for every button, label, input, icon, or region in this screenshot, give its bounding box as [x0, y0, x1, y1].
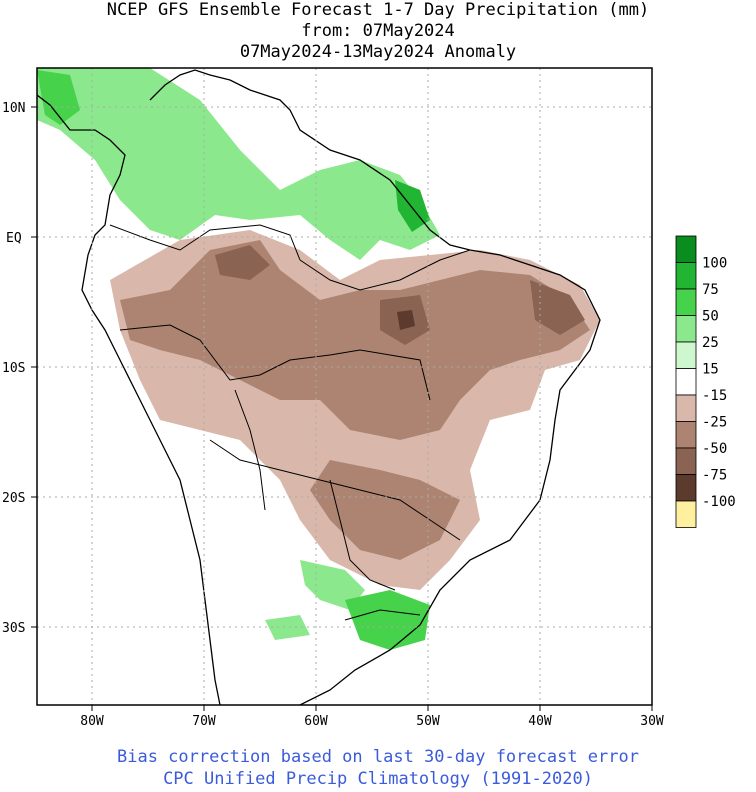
- legend-swatch: [675, 500, 697, 528]
- green-anomaly-north: [37, 68, 440, 260]
- title-line-1: NCEP GFS Ensemble Forecast 1-7 Day Preci…: [106, 0, 650, 20]
- lon-label-40w: 40W: [528, 714, 552, 729]
- lon-label-60w: 60W: [304, 714, 328, 729]
- footer-line-2: CPC Unified Precip Climatology (1991-202…: [163, 769, 593, 789]
- legend-label: 25: [702, 335, 719, 351]
- legend-label: 75: [702, 282, 719, 298]
- brown-anomaly-dark-ne: [530, 280, 585, 335]
- title-line-2: from: 07May2024: [301, 21, 455, 41]
- lat-label-10n: 10N: [2, 101, 25, 116]
- map-layer: [37, 68, 652, 705]
- green-anomaly-south-light: [265, 615, 310, 640]
- legend-label: -25: [702, 415, 727, 431]
- legend-label: -75: [702, 468, 727, 484]
- title-line-3: 07May2024-13May2024 Anomaly: [239, 42, 517, 62]
- legend-swatch: [675, 315, 697, 343]
- footer-line-1: Bias correction based on last 30-day for…: [117, 747, 639, 767]
- legend-swatch: [675, 262, 697, 290]
- lon-label-70w: 70W: [192, 714, 216, 729]
- lat-label-30s: 30S: [2, 621, 25, 636]
- legend-swatch: [675, 235, 697, 263]
- lon-label-50w: 50W: [416, 714, 440, 729]
- legend-swatch: [675, 394, 697, 422]
- legend-swatch: [675, 421, 697, 449]
- land-outline: [37, 69, 601, 705]
- legend-swatch: [675, 341, 697, 369]
- lat-label-eq: EQ: [6, 231, 22, 246]
- legend-swatch: [675, 368, 697, 396]
- legend-label: 50: [702, 309, 719, 325]
- brown-anomaly-medium-south: [310, 460, 460, 560]
- lat-label-20s: 20S: [2, 491, 25, 506]
- brown-anomaly-dark-1: [215, 245, 270, 280]
- brown-anomaly-medium: [120, 240, 590, 440]
- grid-lines: [37, 68, 652, 705]
- map-frame: [36, 67, 653, 706]
- legend-swatch: [675, 288, 697, 316]
- color-legend: 100 75 50 25 15 -15 -25 -50 -75 -100: [675, 235, 736, 528]
- legend-label: -50: [702, 441, 727, 457]
- lon-label-30w: 30W: [640, 714, 664, 729]
- lon-label-80w: 80W: [80, 714, 104, 729]
- legend-label: 15: [702, 362, 719, 378]
- tick-marks: [31, 106, 653, 711]
- brown-anomaly-darkest: [397, 310, 415, 330]
- country-borders: [109, 224, 471, 621]
- legend-swatch: [675, 447, 697, 475]
- legend-swatch: [675, 474, 697, 502]
- green-anomaly-north-dark: [37, 70, 80, 125]
- legend-label: -15: [702, 388, 727, 404]
- lat-label-10s: 10S: [2, 361, 25, 376]
- legend-label: 100: [702, 256, 727, 272]
- legend-label: -100: [702, 494, 736, 510]
